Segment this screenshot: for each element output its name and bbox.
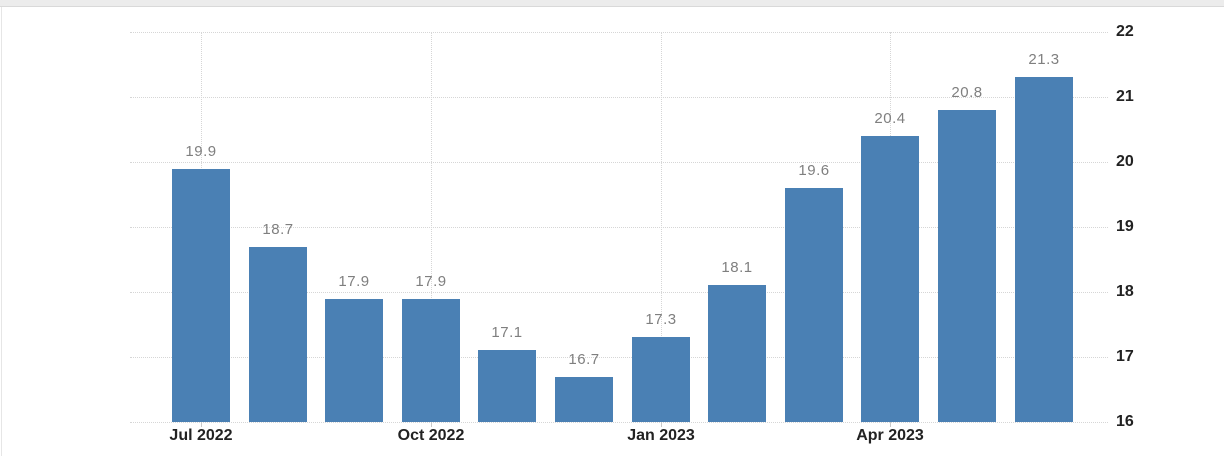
x-axis-tick-mark <box>201 422 202 427</box>
bar[interactable] <box>785 188 843 422</box>
y-gridline <box>130 422 1108 423</box>
bar[interactable] <box>325 299 383 422</box>
y-gridline <box>130 32 1108 33</box>
bar-value-label: 17.9 <box>415 273 447 290</box>
bar-value-label: 18.7 <box>262 221 294 238</box>
bar[interactable] <box>402 299 460 422</box>
y-axis-tick-label: 20 <box>1116 153 1134 170</box>
y-gridline <box>130 97 1108 98</box>
bar-value-label: 20.4 <box>874 110 906 127</box>
bar-value-label: 17.1 <box>491 324 523 341</box>
bar[interactable] <box>1015 77 1073 422</box>
x-axis-tick-label: Jan 2023 <box>627 427 695 444</box>
y-gridline <box>130 162 1108 163</box>
y-axis-tick-label: 19 <box>1116 218 1134 235</box>
x-gridline <box>661 32 662 422</box>
bar[interactable] <box>172 169 230 422</box>
y-axis-tick-label: 18 <box>1116 283 1134 300</box>
y-gridline <box>130 292 1108 293</box>
x-axis-tick-label: Jul 2022 <box>169 427 233 444</box>
bar-value-label: 19.9 <box>185 143 217 160</box>
bar-value-label: 17.3 <box>645 311 677 328</box>
bar[interactable] <box>632 337 690 422</box>
bar[interactable] <box>708 285 766 422</box>
y-axis-tick-label: 21 <box>1116 88 1134 105</box>
bar-value-label: 17.9 <box>338 273 370 290</box>
x-axis-tick-mark <box>890 422 891 427</box>
y-axis-tick-label: 22 <box>1116 23 1134 40</box>
bar[interactable] <box>861 136 919 422</box>
bar-value-label: 16.7 <box>568 351 600 368</box>
bar-value-label: 18.1 <box>721 259 753 276</box>
bar[interactable] <box>249 247 307 422</box>
y-axis-tick-label: 17 <box>1116 348 1134 365</box>
bar[interactable] <box>938 110 996 422</box>
x-axis-tick-mark <box>661 422 662 427</box>
bar-value-label: 21.3 <box>1028 51 1060 68</box>
bar[interactable] <box>478 350 536 422</box>
x-axis-tick-label: Apr 2023 <box>856 427 924 444</box>
y-gridline <box>130 357 1108 358</box>
left-page-border <box>1 7 2 456</box>
top-divider-band <box>0 0 1224 7</box>
y-gridline <box>130 227 1108 228</box>
bar-value-label: 19.6 <box>798 162 830 179</box>
x-axis-tick-label: Oct 2022 <box>397 427 465 444</box>
y-axis-tick-label: 16 <box>1116 413 1134 430</box>
x-axis-tick-mark <box>431 422 432 427</box>
x-gridline <box>431 32 432 422</box>
bar-value-label: 20.8 <box>951 84 983 101</box>
bar[interactable] <box>555 377 613 422</box>
